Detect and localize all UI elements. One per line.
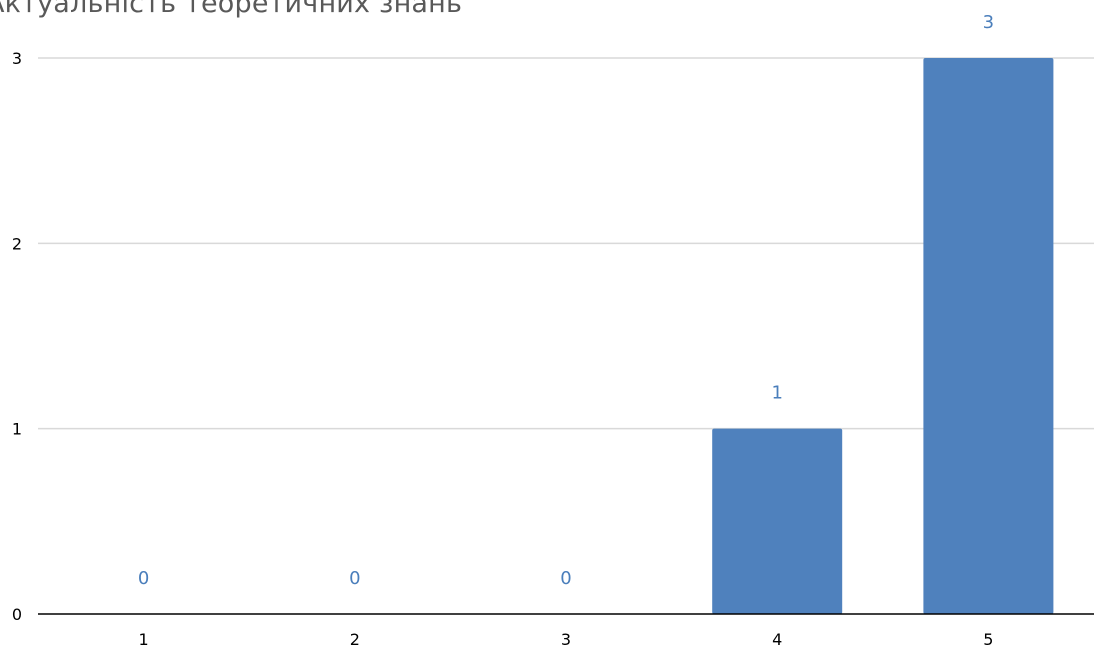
x-tick-label: 2 bbox=[350, 630, 360, 649]
y-tick-label: 0 bbox=[12, 605, 22, 624]
data-label: 0 bbox=[138, 568, 149, 589]
y-tick-label: 2 bbox=[12, 234, 22, 253]
x-tick-label: 5 bbox=[983, 630, 993, 649]
x-tick-label: 1 bbox=[139, 630, 149, 649]
data-label: 1 bbox=[771, 383, 782, 404]
data-label: 0 bbox=[560, 568, 571, 589]
bar-4 bbox=[712, 428, 843, 614]
bar-5 bbox=[923, 58, 1054, 614]
chart-title: Актуальність теоретичних знань bbox=[0, 0, 463, 19]
x-tick-label: 3 bbox=[561, 630, 571, 649]
data-label: 0 bbox=[349, 568, 360, 589]
x-tick-label: 4 bbox=[772, 630, 782, 649]
y-tick-label: 1 bbox=[12, 420, 22, 439]
data-label: 3 bbox=[983, 12, 994, 33]
y-tick-label: 3 bbox=[12, 49, 22, 68]
